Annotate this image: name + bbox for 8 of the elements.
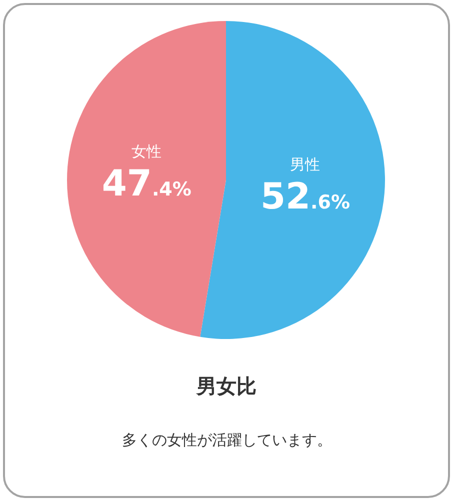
- slice-label: 女性: [132, 142, 162, 161]
- slice-label: 男性: [290, 155, 320, 174]
- data-label: 52.6%: [260, 176, 350, 218]
- data-label: 47.4%: [102, 164, 192, 205]
- text: 多くの女性が活躍しています。: [122, 431, 332, 449]
- text: 男女比: [196, 374, 256, 398]
- pie-slice: [67, 21, 226, 337]
- pie-slice: [200, 21, 385, 339]
